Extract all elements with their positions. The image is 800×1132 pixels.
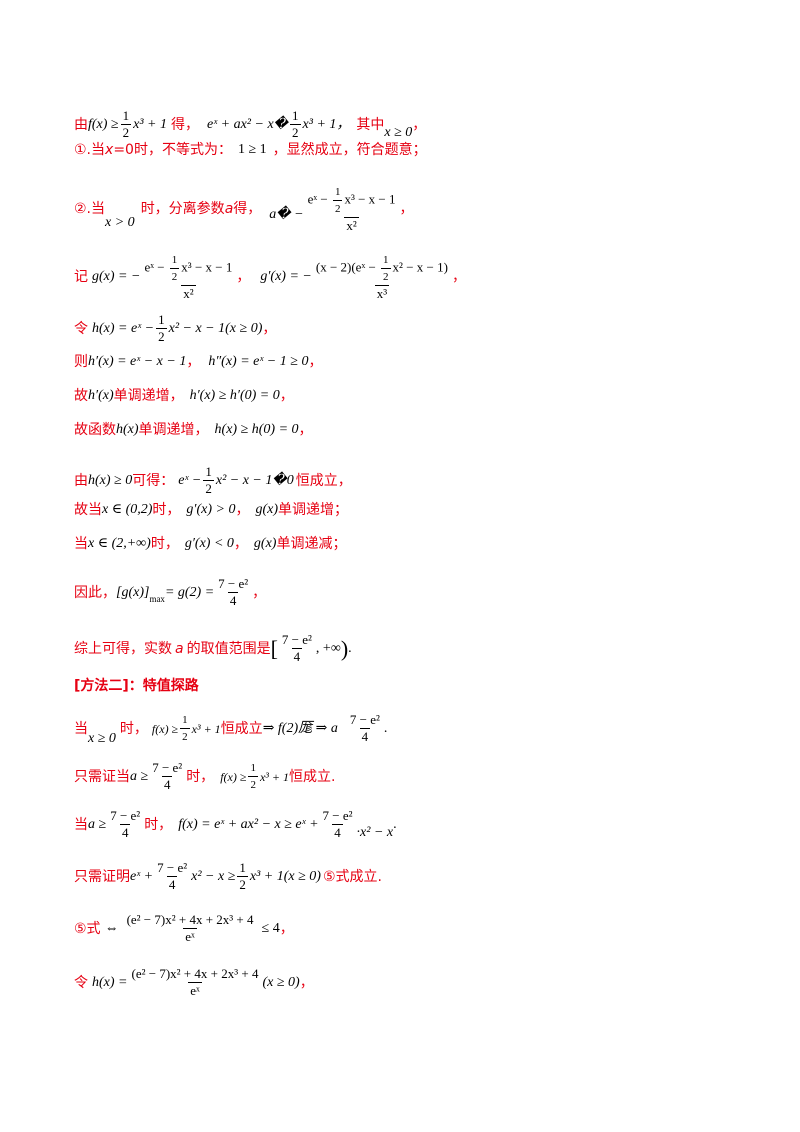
fraction: 7 − e² 4 (218, 576, 249, 608)
section-heading: [方法二]：特值探路 (74, 678, 199, 694)
formula: h(x) ≥ 0 (88, 472, 133, 488)
fraction: 7 − e² 4 (157, 860, 188, 892)
formula: g′(x) < 0 (184, 536, 234, 551)
left-bracket: [ (270, 635, 278, 661)
formula: f(x) ≥ (151, 721, 179, 736)
formula: h′(x) ≥ h′(0) = 0 (189, 388, 280, 403)
fraction: 7 − e² 4 (281, 632, 312, 664)
line-19: ⑤式 ⇔ (e² − 7)x² + 4x + 2x³ + 4 eˣ ≤ 4 ， (74, 912, 294, 944)
formula: ⇔ (104, 920, 119, 936)
right-paren: ) (340, 635, 349, 661)
formula: eˣ + (130, 868, 154, 884)
line-7: 故 h′(x) 单调递增， h′(x) ≥ h′(0) = 0 ， (74, 388, 294, 404)
line-3: ②.当 x > 0 时，分离参数 a 得， a� − eˣ − 1 2 x³ − x… (74, 186, 414, 233)
formula: a� − (269, 207, 304, 222)
formula: x ∈ (0,2) (102, 502, 153, 517)
line-12: 因此， [g(x)] max = g(2) = 7 − e² 4 ， (74, 576, 267, 608)
formula: x³ + 1 (133, 116, 167, 132)
formula: (x ≥ 0) (262, 974, 300, 990)
formula: , +∞ (315, 640, 341, 656)
formula: a ≥ (130, 768, 149, 784)
line-20: 令 h(x) = (e² − 7)x² + 4x + 2x³ + 4 eˣ (x … (74, 966, 314, 998)
formula: [g(x)] (116, 584, 150, 600)
formula: f(x) ≥ (88, 116, 119, 132)
formula: g(x) (253, 536, 277, 551)
subscript: max (149, 593, 165, 604)
formula: x² − x ≥ (191, 868, 236, 884)
formula: g(x) = − (92, 269, 141, 284)
formula: ·x² − x (356, 824, 394, 840)
fraction: 7 − e² 4 (110, 808, 141, 840)
fraction: (e² − 7)x² + 4x + 2x³ + 4 eˣ (131, 966, 259, 998)
line-2: ①.当 x =0时，不等式为： 1 ≥ 1 ，显然成立，符合题意； (74, 142, 427, 158)
formula: x³ + 1(x ≥ 0) (249, 868, 321, 884)
formula: h(x) = eˣ − (92, 320, 155, 336)
formula: x³ + 1 (191, 721, 221, 736)
formula: g(x) (255, 502, 279, 517)
formula: ≤ 4 (261, 920, 280, 936)
fraction: eˣ − 1 2 x³ − x − 1 x² (307, 186, 396, 233)
formula: g′(x) > 0 (186, 502, 236, 517)
formula: h′(x) = eˣ − x − 1 (88, 354, 187, 369)
formula: h(x) (116, 422, 139, 437)
formula: x² − x − 1(x ≥ 0) (168, 320, 263, 336)
formula: eˣ − (178, 472, 202, 488)
formula: g′(x) = − (260, 269, 312, 284)
text: 由 (74, 116, 88, 133)
formula: x³ + 1， (302, 116, 351, 132)
line-11: 当 x ∈ (2,+∞) 时， g′(x) < 0 ， g(x) 单调递减； (74, 536, 347, 552)
formula: x > 0 (105, 215, 135, 230)
formula: h(x) = (92, 974, 128, 990)
formula: x³ + 1 (259, 769, 289, 784)
formula: a ≥ (88, 816, 107, 832)
formula: x ≥ 0 (88, 730, 116, 746)
formula: h′(x) (88, 388, 114, 403)
formula: h″(x) = eˣ − 1 ≥ 0 (208, 354, 309, 369)
line-14: [方法二]：特值探路 (74, 676, 740, 696)
formula: 1 ≥ 1 (237, 142, 267, 157)
formula: f(x) ≥ (220, 769, 247, 784)
formula: h(x) ≥ h(0) = 0 (214, 422, 299, 437)
fraction: 7 − e² 4 (349, 712, 380, 744)
text: 其中 (356, 116, 385, 133)
fraction: (e² − 7)x² + 4x + 2x³ + 4 eˣ (126, 912, 254, 944)
formula: x ∈ (2,+∞) (88, 536, 151, 551)
formula: eˣ + ax² − x� (206, 116, 289, 132)
fraction: (x − 2)(eˣ − 1 2 x² − x − 1) x³ (315, 254, 448, 301)
formula: = g(2) = (164, 584, 215, 600)
fraction: eˣ − 1 2 x³ − x − 1 x² (144, 254, 233, 301)
fraction: 7 − e² 4 (322, 808, 353, 840)
formula: x ≥ 0 (384, 124, 413, 140)
line-10: 故当 x ∈ (0,2) 时， g′(x) > 0 ， g(x) 单调递增； (74, 502, 349, 518)
line-17: 当 a ≥ 7 − e² 4 时， f(x) = eˣ + ax² − x ≥ e… (74, 808, 740, 841)
line-8: 故函数 h(x) 单调递增， h(x) ≥ h(0) = 0 ， (74, 422, 313, 438)
formula: f(x) = eˣ + ax² − x ≥ eˣ + (178, 816, 319, 832)
formula: x² − x − 1�0 (215, 472, 294, 488)
line-4: 记 g(x) = − eˣ − 1 2 x³ − x − 1 x² ， g′(x) … (74, 254, 466, 301)
formula: ⇒ f(2)厖 ⇒ a (262, 720, 338, 736)
text: ， (412, 116, 427, 133)
text: 得， (170, 116, 199, 133)
line-13: 综上可得，实数 a 的取值范围是 [ 7 − e² 4 , +∞ ) . (74, 632, 352, 664)
line-6: 则 h′(x) = eˣ − x − 1 ， h″(x) = eˣ − 1 ≥ … (74, 354, 323, 370)
fraction: 7 − e² 4 (152, 760, 183, 792)
